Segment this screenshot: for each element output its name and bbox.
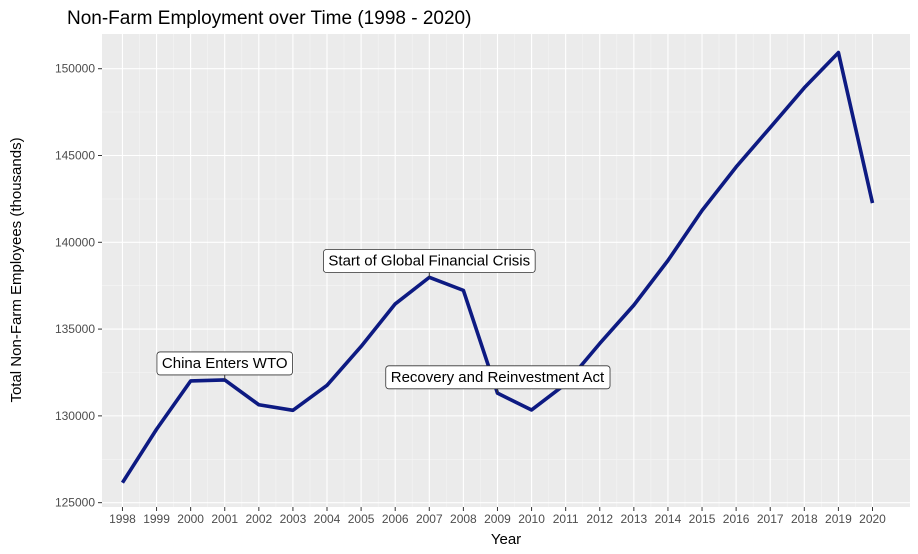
- x-tick-label: 2008: [450, 512, 477, 526]
- y-tick-label: 145000: [55, 149, 95, 163]
- x-tick-label: 2018: [791, 512, 818, 526]
- x-axis: 1998 1999 2000 2001 2002 2003 2004 2005 2006 2007…: [109, 507, 886, 526]
- x-tick-label: 2013: [620, 512, 647, 526]
- x-tick-label: 2020: [859, 512, 886, 526]
- y-tick-label: 150000: [55, 62, 95, 76]
- y-tick-label: 140000: [55, 235, 95, 249]
- x-tick-label: 1998: [109, 512, 136, 526]
- y-tick-label: 130000: [55, 409, 95, 423]
- x-tick-label: 2009: [484, 512, 511, 526]
- annotation-layer: China Enters WTO Start of Global Financia…: [156, 249, 611, 394]
- x-tick-label: 2016: [723, 512, 750, 526]
- x-tick-label: 2014: [655, 512, 682, 526]
- annotation-box: [156, 351, 293, 376]
- annotation-label: Recovery and Reinvestment Act: [391, 369, 605, 386]
- x-tick-label: 2003: [280, 512, 307, 526]
- annotation-label: China Enters WTO: [162, 355, 288, 372]
- x-tick-label: 2006: [382, 512, 409, 526]
- x-tick-label: 2012: [586, 512, 613, 526]
- annotation-label: Start of Global Financial Crisis: [328, 253, 530, 270]
- annotation-box: [323, 249, 536, 273]
- x-tick-label: 2019: [825, 512, 852, 526]
- x-tick-label: 2005: [348, 512, 375, 526]
- y-tick-label: 125000: [55, 496, 95, 510]
- x-tick-label: 2002: [245, 512, 272, 526]
- y-axis: 125000 130000 135000 140000 145000 150000: [55, 62, 102, 510]
- y-tick-label: 135000: [55, 322, 95, 336]
- x-tick-label: 2001: [211, 512, 238, 526]
- x-tick-label: 2007: [416, 512, 443, 526]
- chart-title: Non-Farm Employment over Time (1998 - 20…: [67, 8, 471, 29]
- x-tick-label: 1999: [143, 512, 170, 526]
- x-tick-label: 2017: [757, 512, 784, 526]
- x-tick-label: 2000: [177, 512, 204, 526]
- y-axis-title: Total Non-Farm Employees (thousands): [8, 137, 25, 402]
- x-axis-title: Year: [491, 531, 521, 548]
- x-tick-label: 2004: [314, 512, 341, 526]
- x-tick-label: 2010: [518, 512, 545, 526]
- x-tick-label: 2011: [553, 512, 579, 526]
- annotation-box: [385, 365, 611, 390]
- x-tick-label: 2015: [689, 512, 716, 526]
